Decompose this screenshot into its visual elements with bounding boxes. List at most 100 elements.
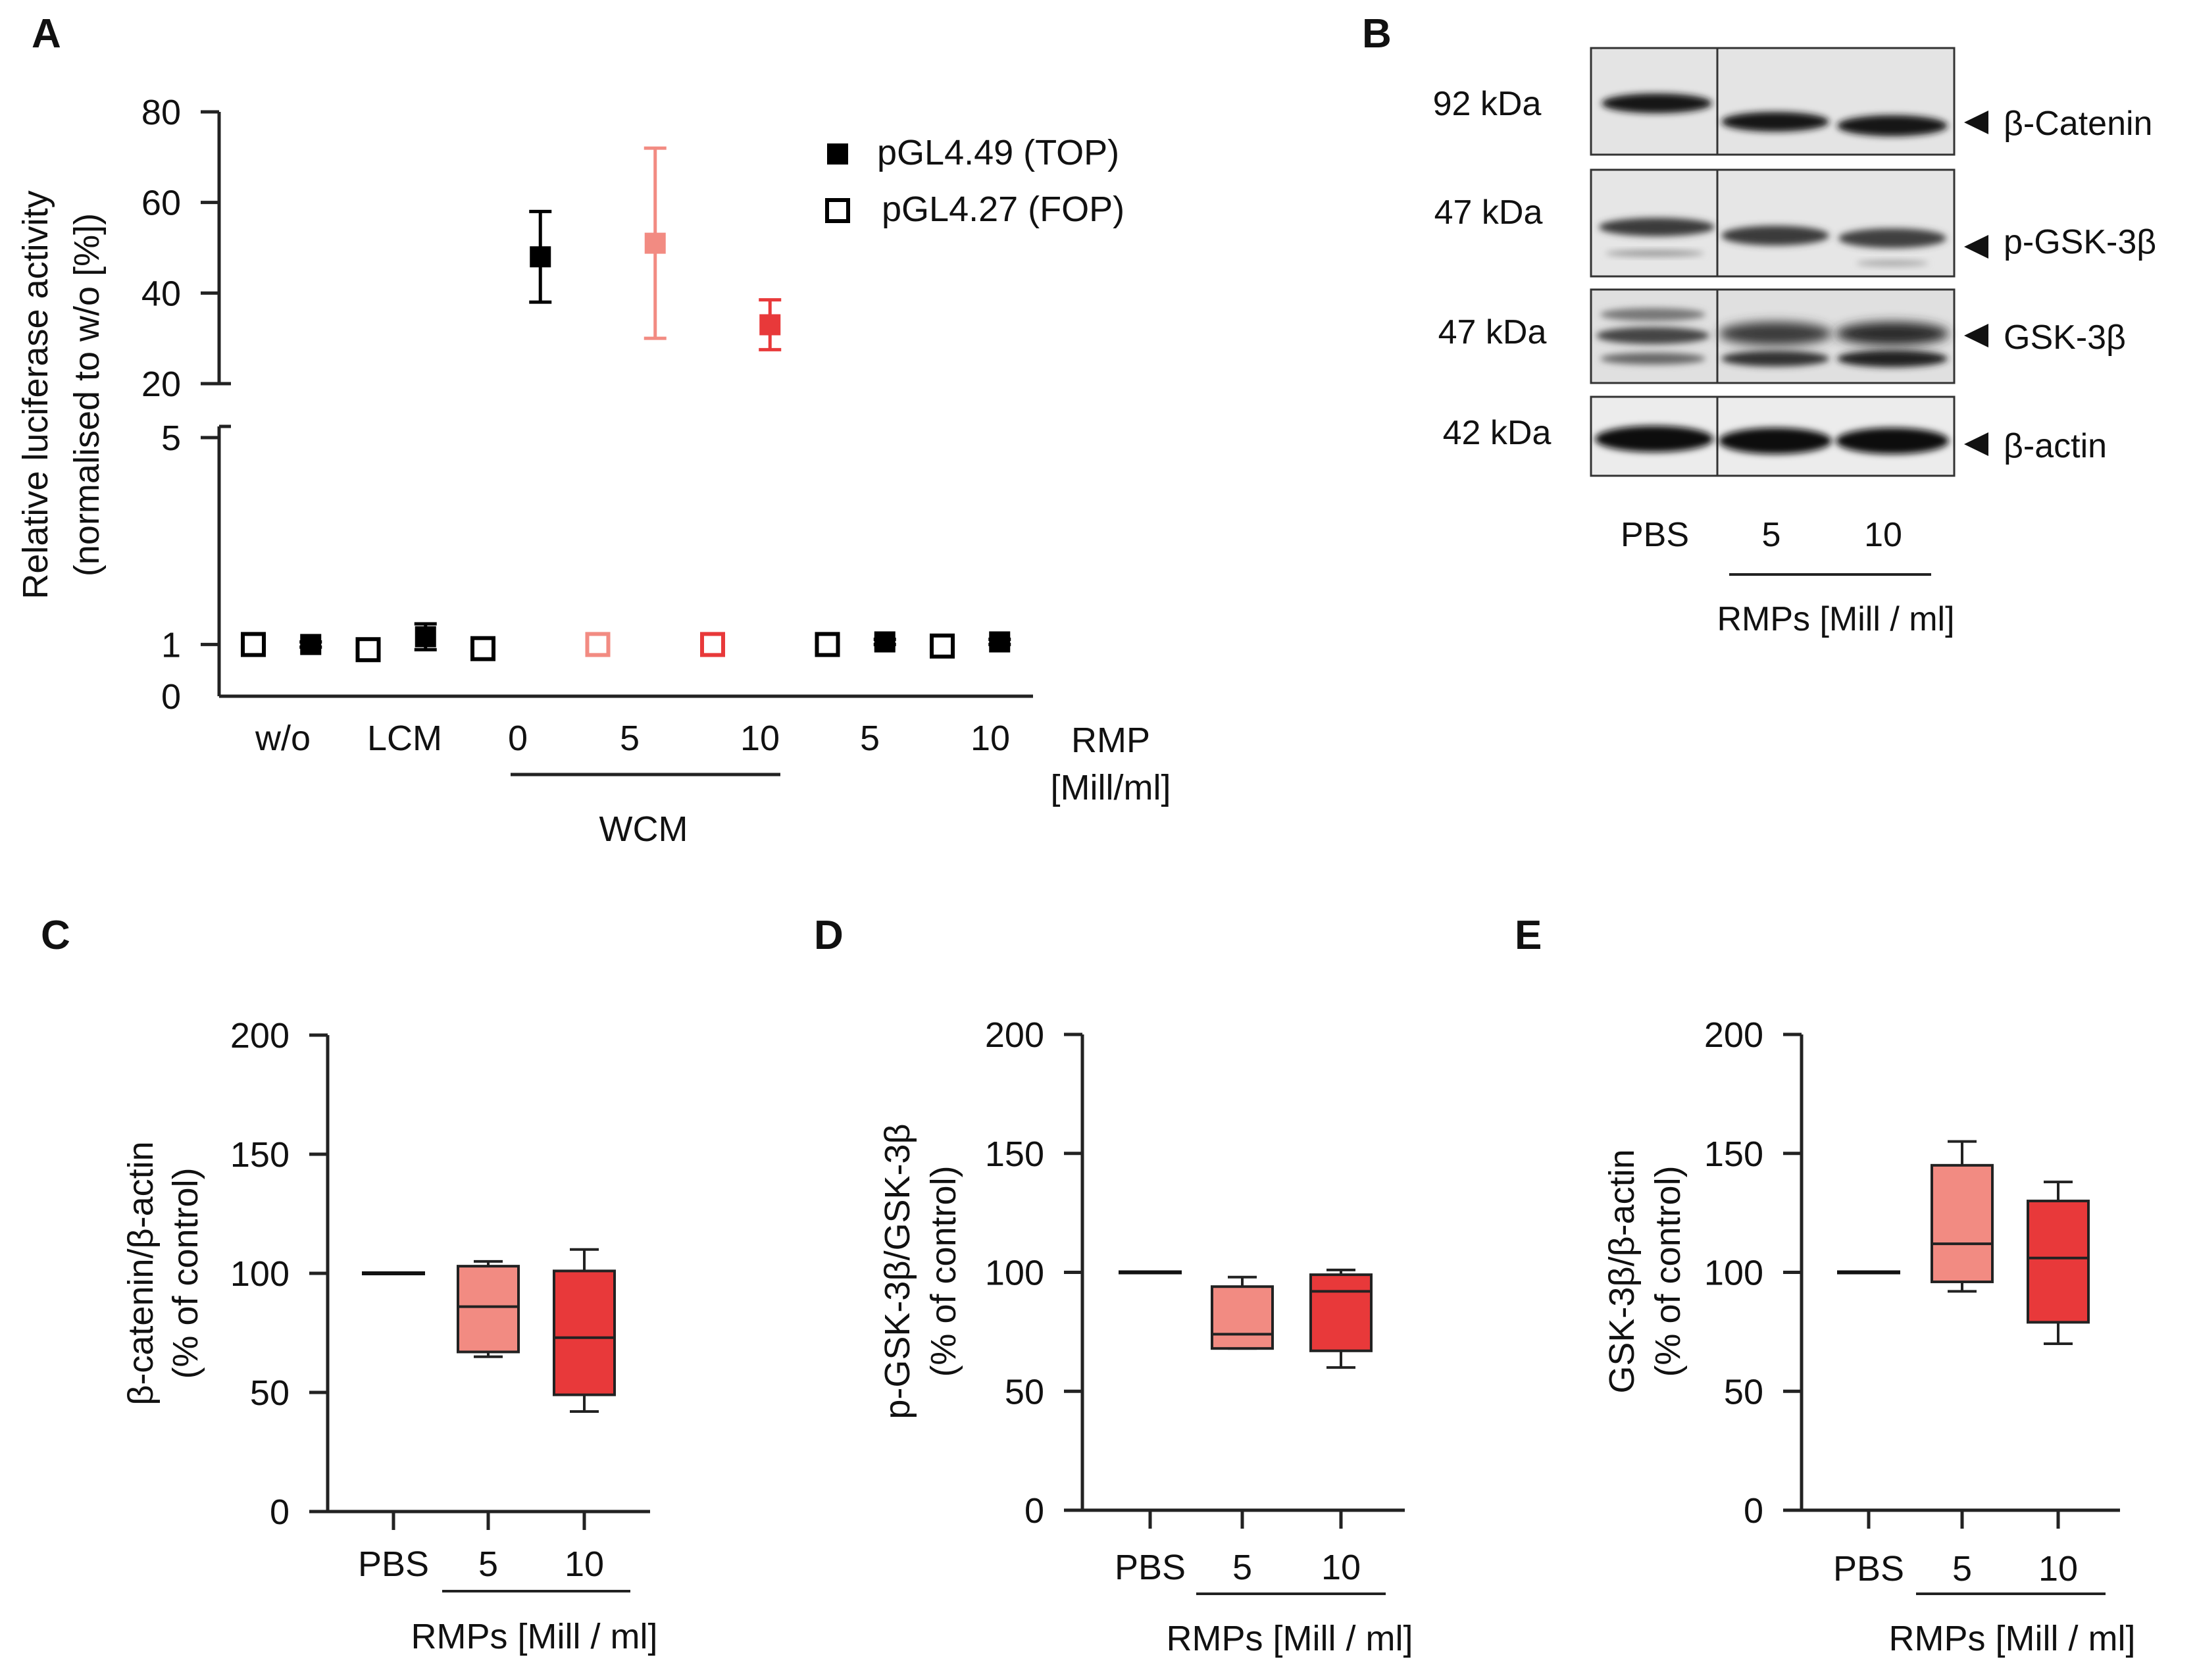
panel-label-b: B	[1362, 11, 1392, 57]
x-axis-label: RMPs [Mill / ml]	[1889, 1619, 2136, 1658]
data-point-fop	[355, 637, 381, 663]
box	[553, 1269, 616, 1396]
panel-label-d: D	[814, 913, 844, 958]
x-tick-label: 10	[1321, 1548, 1361, 1587]
x-tick-label: 10	[565, 1544, 604, 1584]
panel-label-a: A	[32, 11, 61, 57]
y-tick-label: 0	[1024, 1491, 1044, 1531]
y-tick-label: 50	[1724, 1372, 1763, 1412]
legend-label-fop: pGL4.27 (FOP)	[882, 190, 1124, 229]
y-tick-label: 150	[1704, 1134, 1763, 1174]
y-tick-label: 100	[985, 1254, 1044, 1293]
x-tick-label: 5	[1232, 1548, 1252, 1587]
y-tick-label: 40	[141, 274, 181, 313]
panel-label-c: C	[41, 913, 70, 958]
y-tick-label: 80	[141, 93, 181, 132]
x-tick-label: 0	[508, 719, 528, 758]
y-tick-label: 200	[1704, 1015, 1763, 1055]
y-axis-label: (% of control)	[166, 1167, 205, 1379]
blot-row-gsk3b: 47 kDa GSK-3β	[1438, 288, 2126, 384]
data-point-top	[300, 634, 322, 655]
protein-label: β-actin	[2004, 427, 2107, 465]
legend-marker-fop	[825, 198, 850, 223]
blot-row-beta-actin: 42 kDa β-actin	[1443, 395, 2107, 477]
arrow-marker-icon	[1964, 111, 1988, 134]
panel-a-legend: pGL4.49 (TOP) pGL4.27 (FOP)	[825, 133, 1124, 229]
panel-b: B 92 kDa β-Catenin 47 kDa p	[1362, 11, 2156, 638]
x-tick-label: 10	[2038, 1549, 2078, 1589]
y-tick-label: 0	[1744, 1491, 1763, 1531]
arrow-marker-icon	[1964, 235, 1988, 259]
y-tick-label: 200	[985, 1015, 1044, 1055]
arrow-marker-icon	[1964, 324, 1988, 347]
y-tick-label: 150	[230, 1135, 290, 1175]
y-tick-label: 150	[985, 1134, 1044, 1174]
y-tick-label: 200	[230, 1016, 290, 1056]
data-point-top	[759, 314, 781, 336]
data-point-fop	[470, 636, 495, 661]
panel-a-ticks: 0 1 5 20 40 60 80	[141, 93, 231, 717]
band	[1837, 350, 1948, 367]
kda-label: 47 kDa	[1438, 313, 1547, 351]
y-tick-label: 50	[250, 1373, 290, 1413]
x-tick-label: 5	[478, 1544, 498, 1584]
data-point-top	[415, 626, 436, 648]
panel-d: D 0 50 100 150 200 p-GSK-3β/GSK-3β (% of contr…	[814, 913, 1413, 1658]
panel-d-boxplot: 0 50 100 150 200 p-GSK-3β/GSK-3β (% of control…	[878, 1015, 1413, 1658]
data-point-top	[874, 631, 896, 653]
band	[1599, 218, 1715, 236]
data-point-top	[989, 631, 1011, 653]
data-point-fop	[585, 632, 611, 657]
panel-a-points	[241, 146, 1011, 663]
y-tick-label: 100	[1704, 1254, 1763, 1293]
y-tick-label: 0	[161, 677, 181, 717]
band	[1836, 322, 1949, 345]
band	[1605, 250, 1704, 257]
x-tick-label: 5	[860, 719, 880, 758]
y-tick-label: 20	[141, 365, 181, 404]
x-tick-label: w/o	[255, 719, 311, 758]
x-tick-label: 10	[971, 719, 1010, 758]
x-tick-label: PBS	[358, 1544, 429, 1584]
band	[1721, 351, 1829, 367]
panel-c: C 0 50 100 150 200 β-catenin/β-actin (% of con…	[41, 913, 657, 1656]
panel-a-ylabel-line1: Relative luciferase activity	[16, 190, 55, 599]
x-unit-line1: RMP	[1071, 721, 1150, 760]
x-tick-label: PBS	[1115, 1548, 1186, 1587]
kda-label: 47 kDa	[1434, 193, 1543, 232]
band	[1719, 428, 1832, 454]
band	[1837, 115, 1948, 136]
box	[2027, 1200, 2090, 1324]
band	[1836, 428, 1949, 454]
x-axis-label: RMPs [Mill / ml]	[411, 1617, 658, 1656]
data-point-fop	[930, 633, 955, 659]
data-point-top	[644, 232, 666, 254]
y-tick-label: 0	[270, 1492, 290, 1532]
data-point-top	[530, 246, 551, 268]
kda-label: 42 kDa	[1443, 414, 1552, 452]
x-tick-label: PBS	[1833, 1549, 1904, 1589]
box	[1931, 1163, 1994, 1283]
panel-e-boxplot: 0 50 100 150 200 GSK-3β/β-actin (% of control)…	[1602, 1015, 2135, 1658]
protein-label: p-GSK-3β	[2004, 223, 2156, 261]
box	[457, 1265, 520, 1354]
y-tick-label: 5	[161, 419, 181, 458]
y-tick-label: 1	[161, 625, 181, 665]
y-axis-label: (% of control)	[924, 1165, 963, 1377]
band	[1600, 353, 1705, 365]
band	[1595, 426, 1713, 452]
panel-c-boxplot: 0 50 100 150 200 β-catenin/β-actin (% of contr…	[121, 1016, 657, 1656]
panel-a-x-labels: w/o LCM 0 5 10 5 10	[255, 719, 1010, 758]
blot-xlabel: RMPs [Mill / ml]	[1717, 600, 1954, 638]
y-tick-label: 60	[141, 184, 181, 223]
band	[1721, 226, 1829, 245]
arrow-marker-icon	[1964, 432, 1988, 456]
lane-label: 5	[1762, 516, 1781, 554]
wcm-group-label: WCM	[599, 809, 688, 849]
legend-marker-top	[827, 143, 848, 165]
box	[1309, 1273, 1373, 1352]
x-tick-label: 5	[1952, 1549, 1972, 1589]
lane-label: PBS	[1621, 516, 1689, 554]
y-axis-label: β-catenin/β-actin	[121, 1141, 161, 1405]
